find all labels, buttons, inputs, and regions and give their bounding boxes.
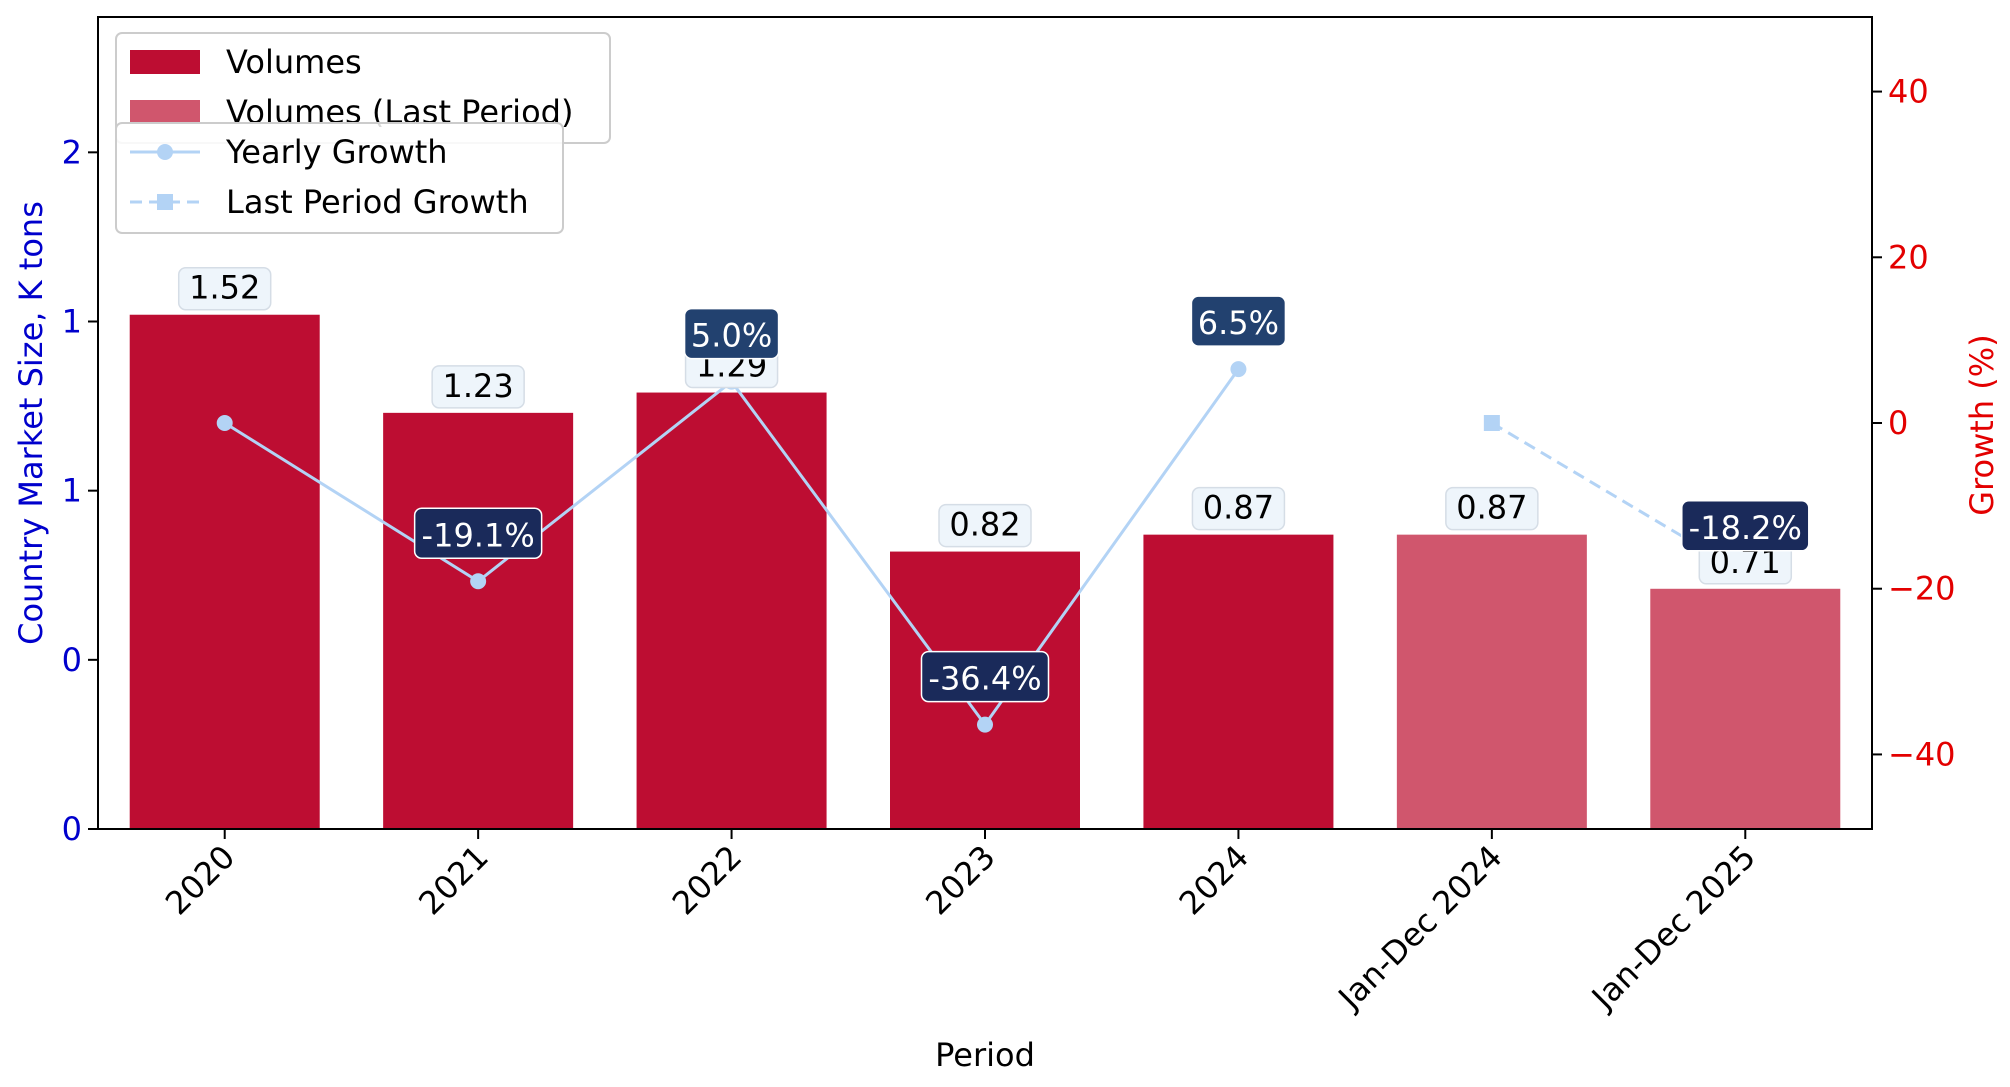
legend-swatch — [130, 100, 200, 124]
y-tick-label: 1 — [62, 303, 82, 341]
bar-value-label-box — [1191, 486, 1286, 531]
growth-label-box — [1681, 500, 1810, 552]
bar-value-label-box — [177, 266, 272, 311]
x-tick-label: 2023 — [918, 838, 1002, 922]
y2-tick-label: 0 — [1888, 404, 1908, 442]
bar — [1396, 534, 1587, 829]
growth-label: -19.1% — [422, 516, 535, 554]
bar-value-label: 1.23 — [443, 367, 514, 405]
bar — [129, 314, 320, 829]
y-axis-title: Country Market Size, K tons — [12, 201, 50, 645]
y-tick-label: 0 — [62, 641, 82, 679]
growth-label-box — [1190, 295, 1287, 347]
legend-marker — [157, 144, 173, 160]
bar — [383, 412, 574, 829]
growth-label: 6.5% — [1198, 304, 1279, 342]
bar-value-label: 0.87 — [1456, 489, 1527, 527]
labels-layer: 1.521.231.290.82 0.87 0.870.71-19.1%5.0%-3… — [177, 266, 1810, 703]
growth-label-box — [413, 507, 543, 560]
y-tick-label: 1 — [62, 472, 82, 510]
y2-tick-label: 20 — [1888, 238, 1929, 276]
legend-label: Volumes — [226, 43, 362, 81]
bars-layer — [129, 314, 1841, 829]
growth-label: -18.2% — [1689, 509, 1802, 547]
x-axis-title: Period — [935, 1036, 1035, 1074]
legend-swatch — [130, 50, 200, 74]
bar — [636, 392, 827, 829]
growth-label-box — [920, 650, 1050, 703]
growth-label: -36.4% — [928, 660, 1041, 698]
y2-tick-label: 40 — [1888, 73, 1929, 111]
bar — [1143, 534, 1334, 829]
bar — [1650, 588, 1841, 829]
y2-axis-title: Growth (%) — [1963, 334, 2001, 515]
legend-marker — [157, 194, 173, 210]
growth-label-box — [683, 307, 780, 360]
x-tick-label: 2021 — [411, 838, 495, 922]
growth-label: 5.0% — [691, 317, 772, 355]
growth-marker — [216, 415, 233, 431]
bar-value-label-box — [431, 365, 525, 409]
legend-label: Yearly Growth — [225, 133, 448, 171]
bar-value-label: 0.87 — [1203, 489, 1274, 527]
bar-value-label-box — [1445, 486, 1539, 531]
x-tick-label: Jan-Dec 2025 — [1583, 838, 1763, 1018]
growth-marker — [1483, 415, 1500, 431]
y-tick-label: 2 — [62, 133, 82, 171]
legend-box-growth — [115, 122, 564, 234]
growth-marker — [470, 573, 487, 590]
y-tick-label: 0 — [62, 810, 82, 848]
bar-value-label-box — [938, 503, 1032, 548]
bar-value-label: 0.82 — [949, 506, 1020, 544]
legend-label: Last Period Growth — [226, 183, 529, 221]
x-tick-label: 2022 — [665, 838, 749, 922]
y2-tick-label: −40 — [1888, 735, 1956, 773]
y2-tick-label: −20 — [1888, 570, 1956, 608]
growth-line — [1491, 421, 1747, 576]
x-tick-label: Jan-Dec 2024 — [1330, 838, 1510, 1018]
x-tick-label: 2020 — [158, 838, 242, 922]
growth-marker — [1230, 361, 1247, 378]
x-tick-label: 2024 — [1172, 838, 1256, 922]
growth-marker — [977, 716, 993, 733]
bar-value-label: 1.52 — [189, 269, 260, 307]
